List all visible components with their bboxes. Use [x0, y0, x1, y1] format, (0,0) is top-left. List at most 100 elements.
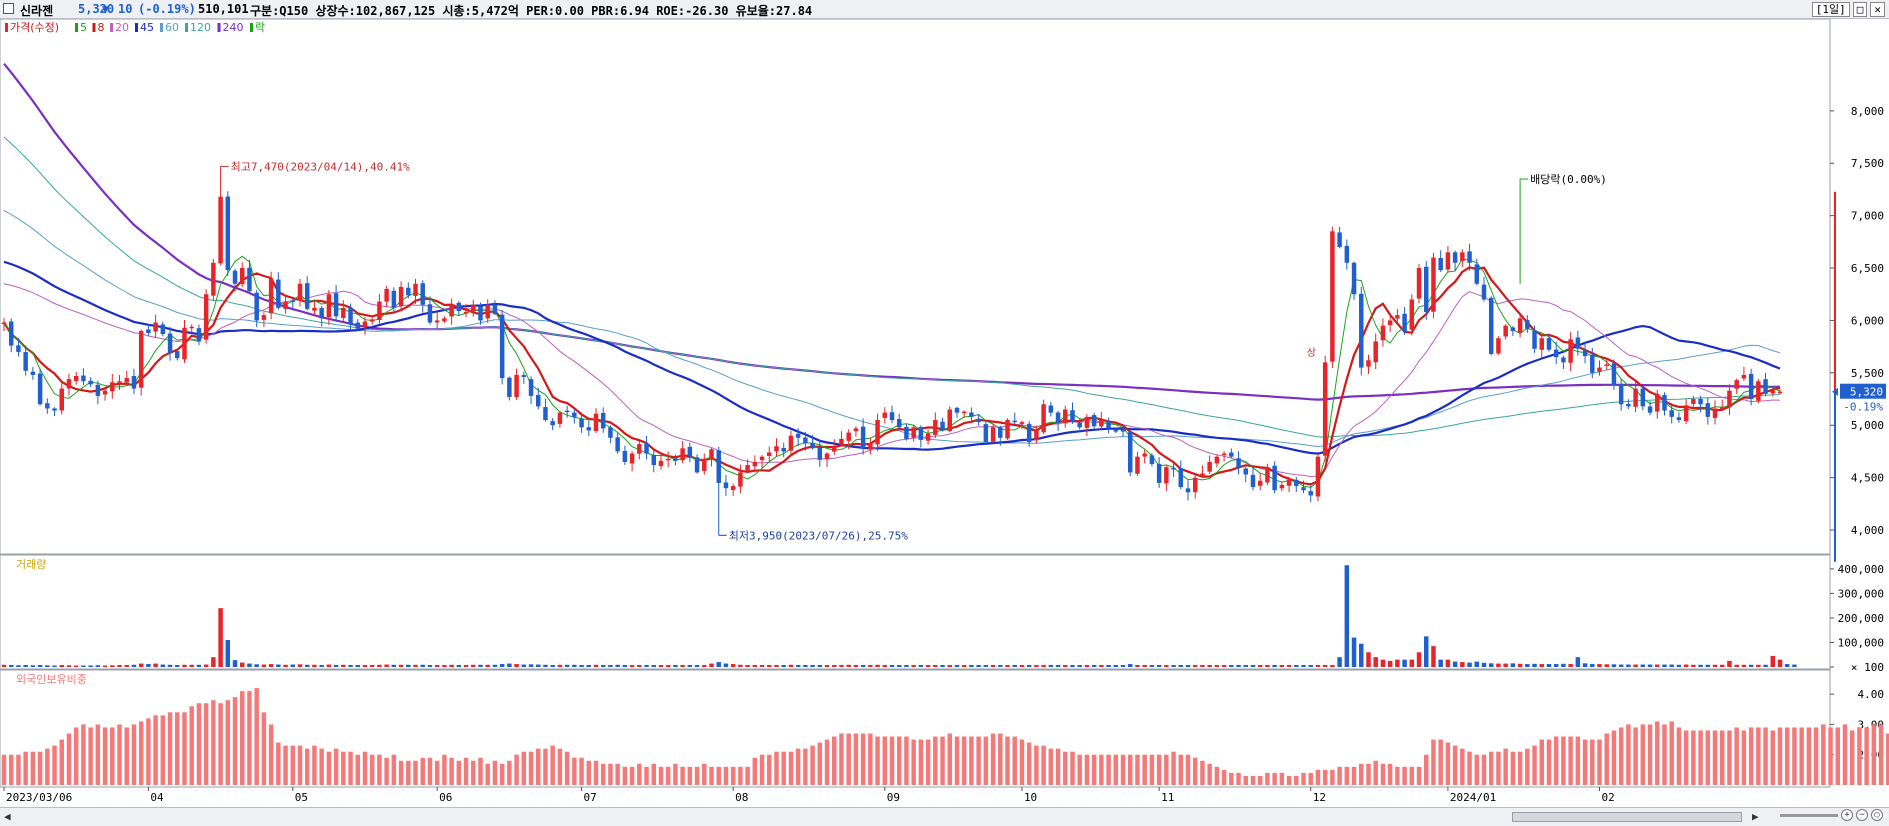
- candle-body: [326, 294, 332, 318]
- foreign-bar: [1084, 754, 1090, 785]
- candle-body: [189, 326, 194, 329]
- volume-bar: [1294, 665, 1299, 667]
- foreign-bar: [1698, 730, 1703, 785]
- foreign-bar: [1221, 769, 1227, 785]
- volume-bar: [1532, 663, 1537, 667]
- volume-bar: [1135, 665, 1140, 667]
- candle-body: [651, 454, 656, 466]
- close-icon[interactable]: ✕: [1870, 2, 1885, 17]
- foreign-bar: [1626, 724, 1631, 785]
- candle-body: [319, 307, 324, 319]
- candle-body: [398, 286, 404, 307]
- volume-bar: [759, 665, 765, 667]
- candle-body: [745, 465, 750, 471]
- zoom-slider[interactable]: [1780, 813, 1838, 817]
- candle-body: [1517, 318, 1523, 333]
- volume-bar: [369, 665, 375, 667]
- foreign-bar: [319, 748, 324, 785]
- volume-bar: [30, 665, 36, 667]
- candle-body: [362, 321, 368, 328]
- foreign-bar: [536, 748, 541, 785]
- foreign-bar: [1243, 775, 1248, 785]
- foreign-bar: [1532, 745, 1537, 785]
- candle-body: [1026, 423, 1032, 443]
- zoom-out-icon[interactable]: −: [1856, 809, 1868, 821]
- foreign-bar: [449, 757, 454, 785]
- volume-bar: [1416, 652, 1422, 667]
- volume-bar: [781, 665, 786, 667]
- volume-bar: [1308, 665, 1313, 667]
- legend-item: 8: [98, 21, 105, 34]
- candle-body: [1070, 410, 1075, 422]
- scroll-left-icon[interactable]: ◀: [4, 810, 11, 823]
- ma-line-45: [3, 260, 1781, 455]
- scroll-thumb[interactable]: [1512, 812, 1742, 822]
- foreign-bar: [1488, 751, 1494, 785]
- foreign-bar: [268, 724, 274, 785]
- candle-body: [1243, 468, 1248, 475]
- price-tick-label: 7,500: [1851, 157, 1884, 170]
- foreign-bar: [998, 733, 1003, 785]
- volume-bar: [304, 664, 310, 667]
- volume-bar: [1424, 636, 1429, 667]
- volume-bar: [875, 664, 880, 667]
- candle-body: [1611, 363, 1617, 386]
- foreign-bar: [1568, 736, 1573, 785]
- foreign-bar: [918, 739, 924, 785]
- volume-bar: [138, 663, 144, 667]
- stock-name[interactable]: 신라젠: [20, 4, 54, 18]
- candle-body: [66, 379, 72, 389]
- candle-body: [1200, 473, 1205, 476]
- foreign-bar: [1402, 766, 1407, 785]
- candle-body: [550, 421, 555, 426]
- candle-body: [196, 328, 202, 342]
- candle-body: [1748, 373, 1754, 400]
- foreign-bar: [1683, 730, 1689, 785]
- foreign-bar: [868, 733, 873, 785]
- foreign-bar: [59, 739, 64, 785]
- candle-body: [499, 314, 505, 379]
- volume-bar: [1712, 664, 1718, 667]
- legend-swatch: [135, 23, 138, 32]
- foreign-bar: [600, 763, 606, 785]
- foreign-bar: [1012, 736, 1017, 785]
- volume-bar: [449, 664, 454, 667]
- volume-bar: [1322, 665, 1328, 667]
- volume-bar: [536, 664, 541, 667]
- zoom-in-icon[interactable]: +: [1841, 809, 1853, 821]
- legend-swatch: [250, 23, 253, 32]
- candle-body: [1402, 313, 1407, 331]
- volume-bar: [211, 657, 216, 667]
- foreign-bar: [738, 766, 743, 785]
- volume-bar: [1070, 665, 1075, 667]
- foreign-bar: [1265, 772, 1270, 785]
- volume-bar: [1720, 664, 1725, 667]
- horizontal-scrollbar[interactable]: ◀ ▶ + − ○: [0, 807, 1889, 826]
- volume-bar: [1553, 664, 1559, 667]
- scroll-right-icon[interactable]: ▶: [1752, 810, 1759, 823]
- stock-chart[interactable]: 4,000 4,500 5,000 5,500 6,000 6,500 7,000 7,500…: [0, 19, 1889, 807]
- foreign-bar: [976, 736, 981, 785]
- foreign-bar: [1315, 769, 1321, 785]
- window-checkbox[interactable]: [3, 3, 14, 14]
- candle-body: [702, 458, 707, 471]
- candle-body: [940, 421, 945, 431]
- foreign-bar: [1135, 754, 1140, 785]
- foreign-bar: [124, 727, 129, 785]
- candle-body: [413, 283, 418, 296]
- candle-body: [752, 461, 758, 467]
- zoom-reset-icon[interactable]: ○: [1871, 809, 1883, 821]
- volume-bar: [817, 665, 823, 667]
- maximize-icon[interactable]: □: [1852, 2, 1868, 17]
- volume-bar: [420, 664, 425, 667]
- candle-body: [1077, 422, 1082, 428]
- volume-bar: [961, 665, 967, 667]
- candle-body: [1214, 456, 1220, 464]
- period-button[interactable]: [1일]: [1811, 2, 1850, 17]
- foreign-bar: [1149, 754, 1155, 785]
- candle-body: [586, 427, 592, 431]
- foreign-tick-label: 2.00: [1858, 749, 1885, 762]
- volume-bar: [709, 663, 714, 667]
- candle-body: [81, 375, 86, 382]
- legend-swatch: [92, 23, 96, 32]
